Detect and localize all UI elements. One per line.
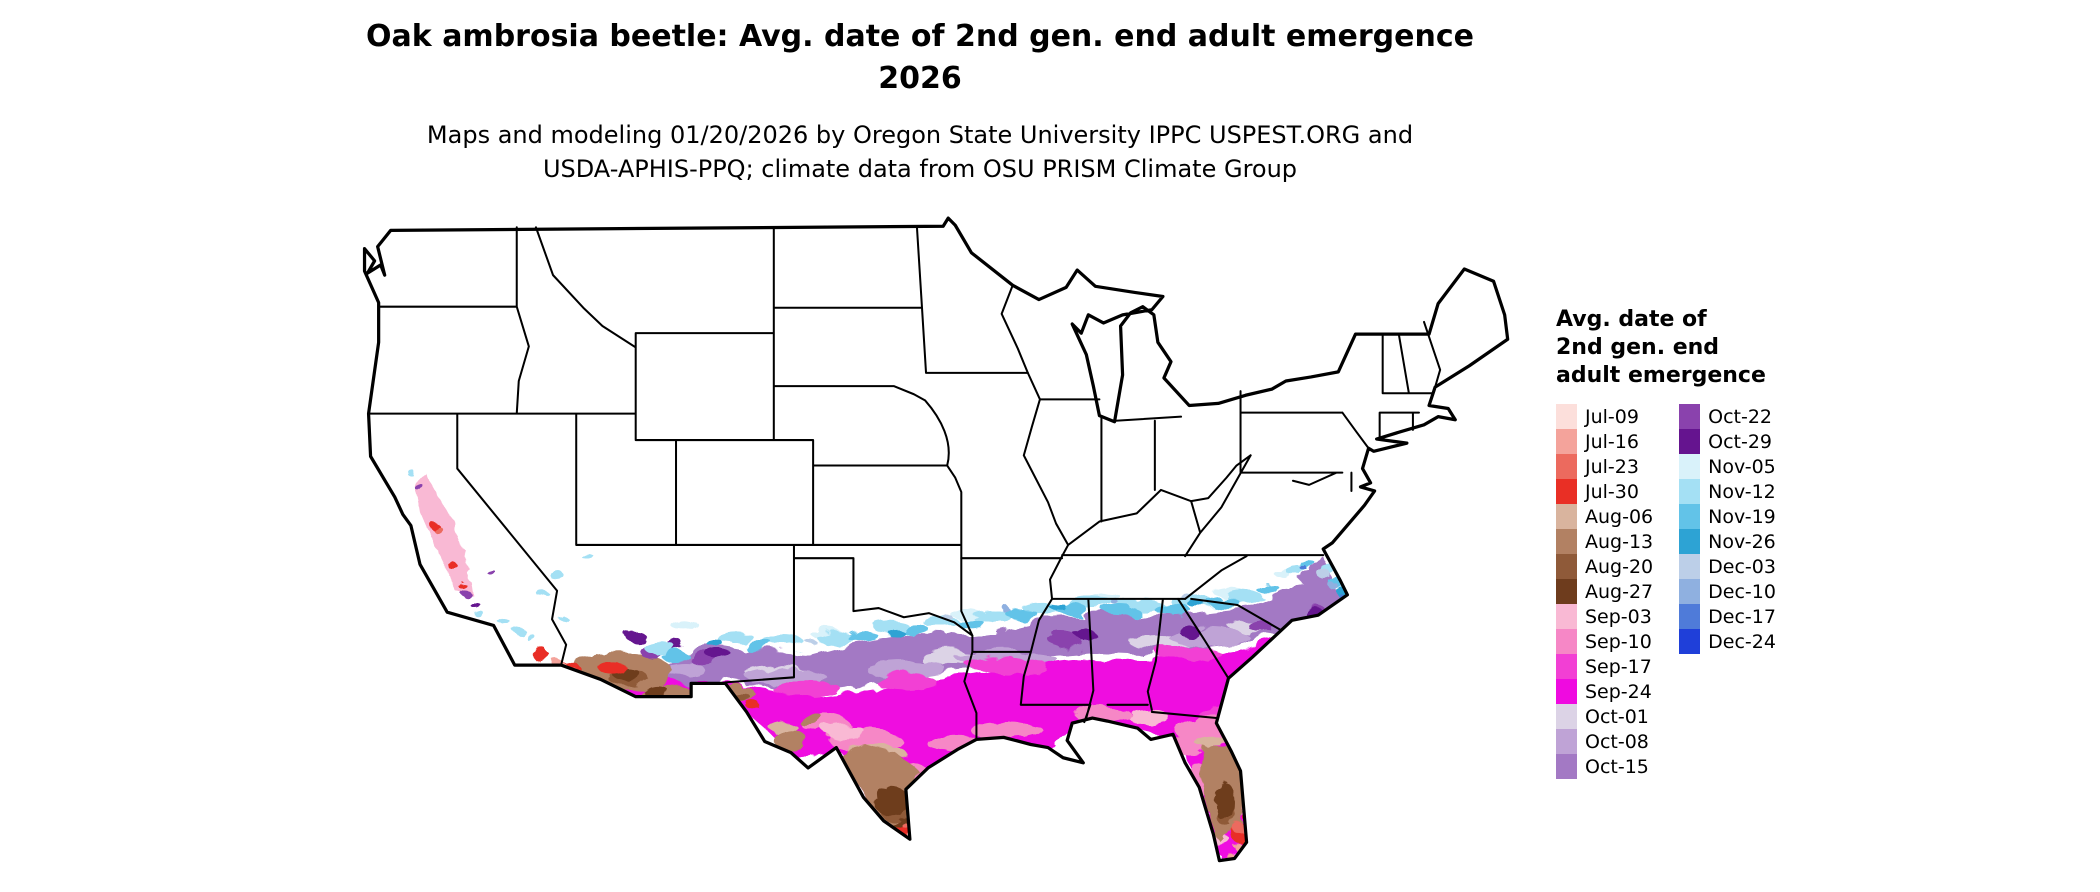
legend-label: Nov-19	[1708, 505, 1776, 528]
legend-swatch	[1556, 429, 1577, 454]
us-outline	[362, 216, 1510, 863]
legend-label: Aug-13	[1585, 530, 1654, 553]
legend-label: Jul-30	[1585, 480, 1639, 503]
legend-swatch	[1556, 654, 1577, 679]
legend: Avg. date of 2nd gen. end adult emergenc…	[1556, 306, 1886, 779]
legend-label: Oct-01	[1585, 705, 1649, 728]
legend-row: Sep-03	[1556, 604, 1653, 629]
legend-swatch	[1556, 454, 1577, 479]
legend-label: Jul-16	[1585, 430, 1639, 453]
credits-line-2: USDA-APHIS-PPQ; climate data from OSU PR…	[542, 155, 1298, 183]
legend-label: Sep-17	[1585, 655, 1652, 678]
legend-swatch	[1679, 529, 1701, 554]
state-borders	[367, 226, 1442, 741]
legend-row: Oct-15	[1556, 754, 1653, 779]
legend-label: Oct-15	[1585, 755, 1649, 778]
legend-label: Jul-23	[1585, 455, 1639, 478]
legend-swatch	[1556, 479, 1577, 504]
legend-column-2: Oct-22 Oct-29 Nov-05 Nov-12 Nov-19 Nov-2…	[1679, 404, 1776, 779]
legend-label: Sep-03	[1585, 605, 1652, 628]
legend-title-line-3: adult emergence	[1556, 363, 1766, 388]
zone-nov-19	[656, 558, 1345, 657]
legend-swatch	[1679, 604, 1701, 629]
legend-label: Dec-17	[1708, 605, 1776, 628]
legend-row: Nov-05	[1679, 454, 1776, 479]
legend-row: Dec-17	[1679, 604, 1776, 629]
legend-row: Oct-29	[1679, 429, 1776, 454]
legend-label: Dec-03	[1708, 555, 1776, 578]
legend-row: Aug-27	[1556, 579, 1653, 604]
legend-swatch	[1556, 704, 1577, 729]
legend-row: Aug-13	[1556, 529, 1653, 554]
legend-swatch	[1556, 729, 1577, 754]
legend-row: Sep-10	[1556, 629, 1653, 654]
legend-label: Nov-26	[1708, 530, 1776, 553]
legend-swatch	[1679, 479, 1701, 504]
us-map	[298, 212, 1548, 884]
legend-row: Jul-16	[1556, 429, 1653, 454]
legend-row: Dec-24	[1679, 629, 1776, 654]
legend-title-line-2: 2nd gen. end	[1556, 335, 1720, 360]
legend-swatch	[1556, 754, 1577, 779]
map-title-line-1: Oak ambrosia beetle: Avg. date of 2nd ge…	[366, 19, 1474, 54]
us-map-svg	[362, 216, 1510, 863]
legend-swatch	[1556, 679, 1577, 704]
legend-row: Oct-01	[1556, 704, 1653, 729]
legend-swatch	[1679, 429, 1701, 454]
legend-row: Jul-30	[1556, 479, 1653, 504]
legend-row: Aug-06	[1556, 504, 1653, 529]
legend-label: Sep-10	[1585, 630, 1652, 653]
legend-label: Aug-20	[1585, 555, 1654, 578]
legend-row: Sep-17	[1556, 654, 1653, 679]
zone-dec-10	[999, 581, 1338, 611]
zone-dec-03	[802, 570, 1332, 641]
legend-swatch	[1556, 504, 1577, 529]
legend-swatch	[1679, 554, 1701, 579]
legend-swatch	[1556, 554, 1577, 579]
legend-label: Sep-24	[1585, 680, 1652, 703]
legend-label: Dec-10	[1708, 580, 1776, 603]
credits-line-1: Maps and modeling 01/20/2026 by Oregon S…	[426, 121, 1414, 149]
legend-swatch	[1556, 629, 1577, 654]
legend-label: Oct-22	[1708, 405, 1773, 428]
legend-label: Aug-27	[1585, 580, 1654, 603]
legend-swatch	[1679, 629, 1701, 654]
zone-dec-17	[1299, 563, 1343, 598]
legend-row: Nov-12	[1679, 479, 1776, 504]
map-title-year: 2026	[878, 61, 962, 96]
legend-swatch	[1679, 579, 1701, 604]
legend-label: Nov-05	[1708, 455, 1776, 478]
legend-swatch	[1556, 529, 1577, 554]
legend-label: Dec-24	[1708, 630, 1776, 653]
legend-swatch	[1556, 604, 1577, 629]
legend-row: Nov-26	[1679, 529, 1776, 554]
legend-row: Sep-24	[1556, 679, 1653, 704]
legend-row: Oct-22	[1679, 404, 1776, 429]
legend-swatch	[1556, 404, 1577, 429]
legend-swatch	[1679, 404, 1701, 429]
legend-label: Nov-12	[1708, 480, 1776, 503]
legend-row: Dec-10	[1679, 579, 1776, 604]
legend-label: Oct-29	[1708, 430, 1773, 453]
legend-swatch	[1679, 454, 1701, 479]
legend-row: Aug-20	[1556, 554, 1653, 579]
legend-row: Dec-03	[1679, 554, 1776, 579]
legend-row: Jul-09	[1556, 404, 1653, 429]
legend-row: Jul-23	[1556, 454, 1653, 479]
legend-swatch	[1556, 579, 1577, 604]
legend-row: Nov-19	[1679, 504, 1776, 529]
map-credits: Maps and modeling 01/20/2026 by Oregon S…	[320, 118, 1520, 186]
zone-oct-15-band	[655, 556, 1337, 689]
legend-columns: Jul-09 Jul-16 Jul-23 Jul-30 Aug-06 Aug-1…	[1556, 404, 1886, 779]
legend-label: Jul-09	[1585, 405, 1639, 428]
legend-label: Oct-08	[1585, 730, 1649, 753]
legend-title-line-1: Avg. date of	[1556, 307, 1707, 332]
legend-swatch	[1679, 504, 1701, 529]
legend-row: Oct-08	[1556, 729, 1653, 754]
legend-column-1: Jul-09 Jul-16 Jul-23 Jul-30 Aug-06 Aug-1…	[1556, 404, 1653, 779]
map-header: Oak ambrosia beetle: Avg. date of 2nd ge…	[320, 16, 1520, 100]
legend-label: Aug-06	[1585, 505, 1654, 528]
